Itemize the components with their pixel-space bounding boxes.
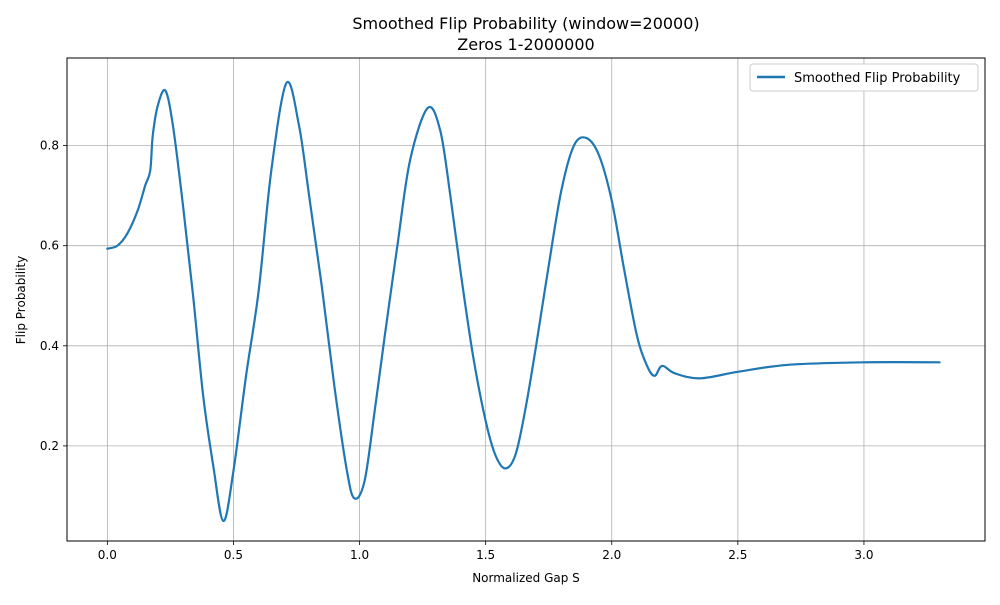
x-tick-label: 3.0 (854, 548, 873, 562)
y-axis-ticks: 0.2 0.4 0.6 0.8 (40, 139, 67, 453)
x-axis-label: Normalized Gap S (472, 571, 580, 585)
y-tick-label: 0.8 (40, 139, 59, 153)
y-tick-label: 0.6 (40, 239, 59, 253)
x-tick-label: 1.5 (476, 548, 495, 562)
x-tick-label: 0.0 (98, 548, 117, 562)
x-tick-label: 2.0 (602, 548, 621, 562)
y-axis-label: Flip Probability (14, 256, 28, 344)
x-tick-label: 0.5 (224, 548, 243, 562)
legend-label: Smoothed Flip Probability (794, 71, 961, 86)
y-tick-label: 0.2 (40, 439, 59, 453)
y-tick-label: 0.4 (40, 339, 59, 353)
plot-area-frame (66, 57, 986, 542)
x-axis-ticks: 0.0 0.5 1.0 1.5 2.0 2.5 3.0 (98, 541, 873, 562)
legend: Smoothed Flip Probability (749, 63, 979, 92)
line-layer (106, 80, 941, 523)
grid-layer (67, 58, 985, 541)
x-tick-label: 1.0 (350, 548, 369, 562)
series-line (106, 80, 941, 523)
chart-title: Smoothed Flip Probability (window=20000) (352, 14, 699, 33)
x-tick-label: 2.5 (728, 548, 747, 562)
chart-subtitle: Zeros 1-2000000 (457, 35, 594, 54)
legend-box (749, 63, 979, 92)
